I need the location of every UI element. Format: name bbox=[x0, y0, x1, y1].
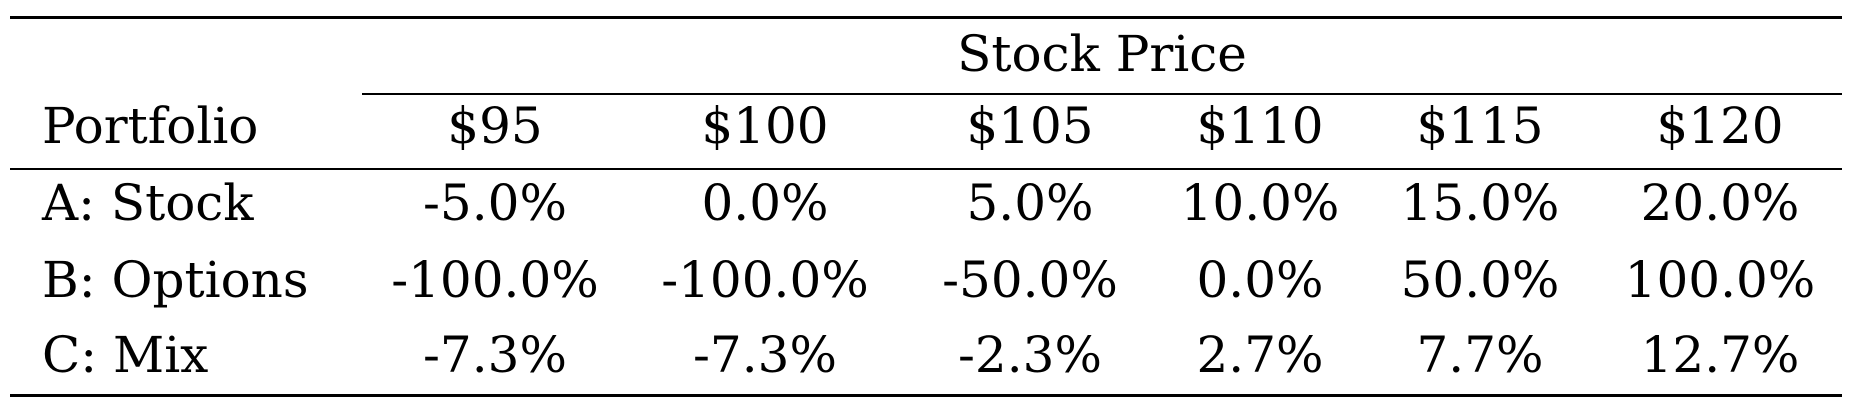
table-cell: -7.3% bbox=[693, 326, 837, 384]
portfolio-column-header: Portfolio bbox=[42, 97, 259, 155]
bottom-rule bbox=[10, 394, 1842, 397]
table-cell: -5.0% bbox=[423, 174, 567, 232]
column-header: $115 bbox=[1416, 97, 1544, 155]
table-cell: -7.3% bbox=[423, 326, 567, 384]
table-cell: 0.0% bbox=[701, 174, 829, 232]
group-header-rule bbox=[362, 93, 1842, 95]
header-rule bbox=[10, 168, 1842, 170]
column-header: $120 bbox=[1656, 97, 1784, 155]
column-header: $95 bbox=[447, 97, 543, 155]
table-cell: 100.0% bbox=[1624, 251, 1816, 309]
row-label-mix: C: Mix bbox=[42, 326, 209, 384]
column-header: $105 bbox=[966, 97, 1094, 155]
column-header: $110 bbox=[1196, 97, 1324, 155]
table-cell: 15.0% bbox=[1400, 174, 1560, 232]
table-cell: 7.7% bbox=[1416, 326, 1544, 384]
table-cell: 0.0% bbox=[1196, 251, 1324, 309]
table-cell: -100.0% bbox=[391, 251, 599, 309]
top-rule bbox=[10, 16, 1842, 19]
row-label-stock: A: Stock bbox=[42, 174, 254, 232]
table-cell: -2.3% bbox=[958, 326, 1102, 384]
row-label-options: B: Options bbox=[42, 251, 309, 309]
stock-price-group-header: Stock Price bbox=[957, 25, 1247, 83]
table-cell: -50.0% bbox=[942, 251, 1118, 309]
table-cell: 5.0% bbox=[966, 174, 1094, 232]
table-cell: 12.7% bbox=[1640, 326, 1800, 384]
table-cell: 50.0% bbox=[1400, 251, 1560, 309]
table-cell: 2.7% bbox=[1196, 326, 1324, 384]
column-header: $100 bbox=[701, 97, 829, 155]
table-cell: 20.0% bbox=[1640, 174, 1800, 232]
table-cell: -100.0% bbox=[661, 251, 869, 309]
table-cell: 10.0% bbox=[1180, 174, 1340, 232]
